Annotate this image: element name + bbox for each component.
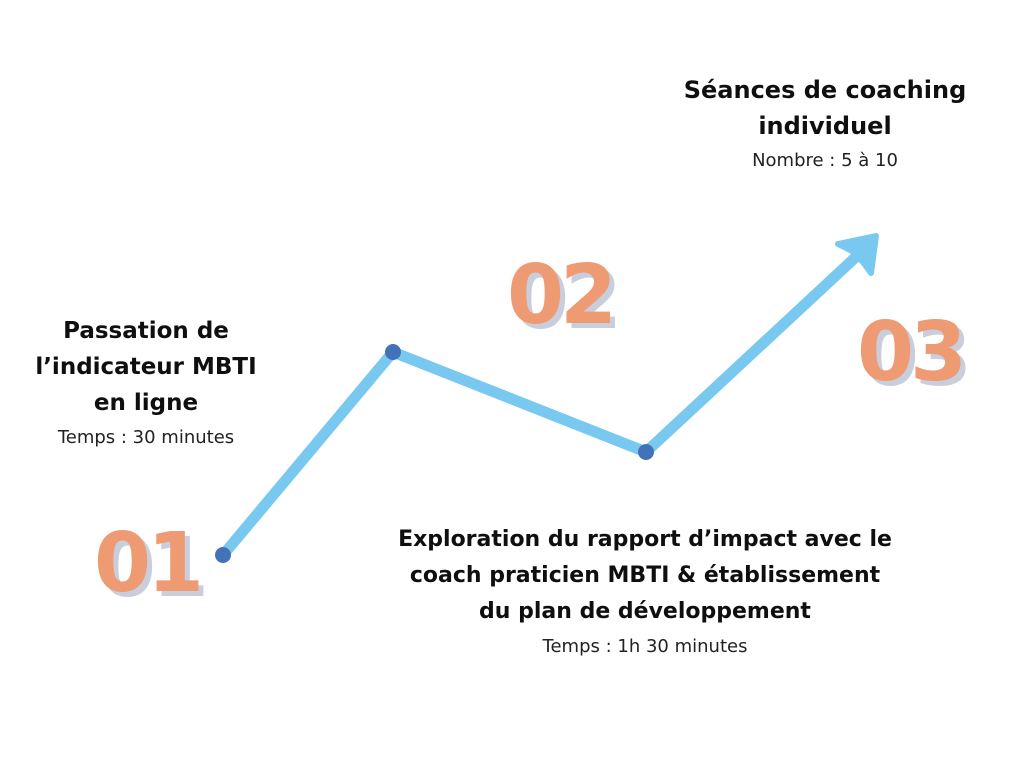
step-2-title: Exploration du rapport d’impact avec le …	[370, 522, 920, 630]
step-2-detail: Temps : 1h 30 minutes	[542, 636, 748, 657]
step-2-title-line: Exploration du rapport d’impact avec le	[398, 527, 892, 552]
step-3-detail: Nombre : 5 à 10	[752, 150, 898, 171]
step-2-title-line: coach praticien MBTI & établissement	[409, 563, 881, 588]
step-number-3: 03	[857, 305, 967, 400]
arrow-head-icon	[835, 233, 879, 276]
step-2: Exploration du rapport d’impact avec le …	[370, 522, 920, 657]
step-3-title-line: Séances de coaching	[683, 76, 967, 104]
path-line	[217, 249, 864, 561]
node-3	[638, 444, 654, 460]
step-number-2: 02	[507, 248, 617, 343]
step-1-title: Passation de l’indicateur MBTI en ligne	[20, 313, 272, 421]
step-number-1: 01	[94, 516, 204, 611]
step-1-title-line: en ligne	[93, 390, 199, 416]
step-2-title-line: du plan de développement	[479, 599, 811, 624]
step-1: Passation de l’indicateur MBTI en ligne …	[20, 313, 272, 448]
step-1-detail: Temps : 30 minutes	[57, 427, 235, 448]
node-1	[215, 547, 231, 563]
step-3: Séances de coaching individuel Nombre : …	[660, 72, 990, 171]
step-1-title-line: l’indicateur MBTI	[35, 354, 257, 380]
step-3-title-line: individuel	[758, 112, 892, 140]
step-1-title-line: Passation de	[63, 318, 229, 344]
step-3-title: Séances de coaching individuel	[660, 72, 990, 144]
node-2	[385, 344, 401, 360]
